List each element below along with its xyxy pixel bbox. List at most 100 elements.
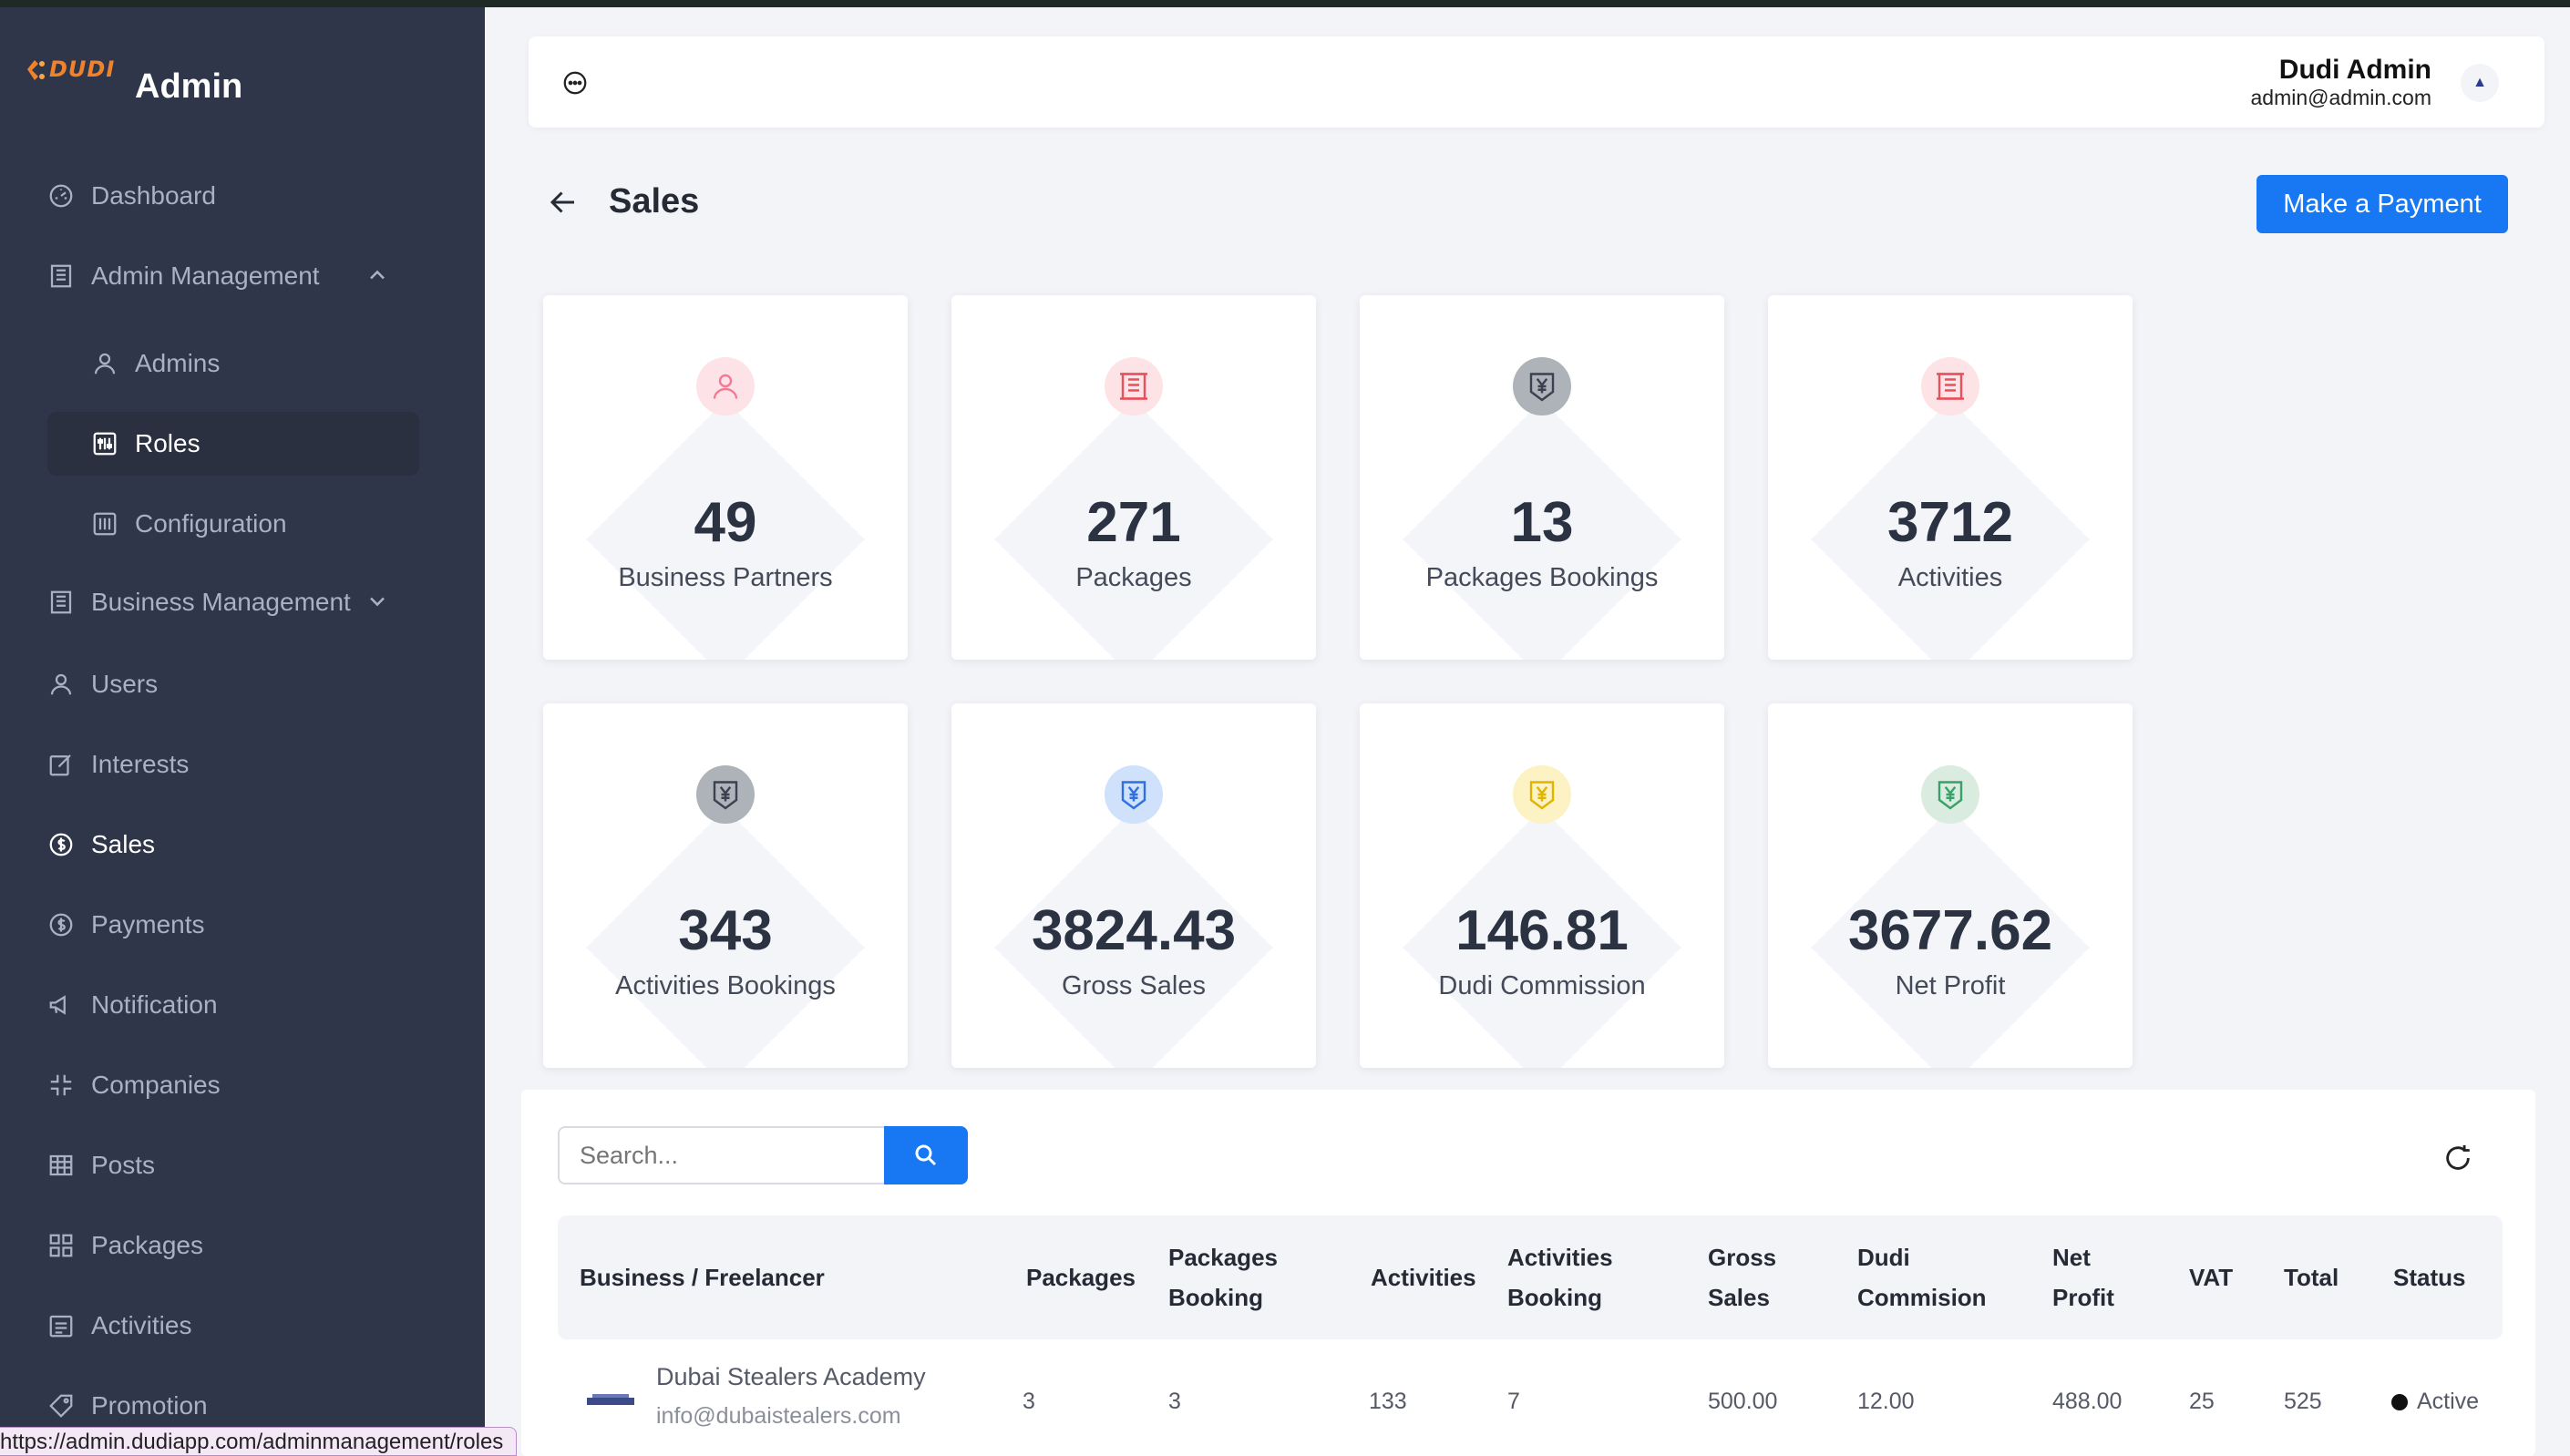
cell-dudi-commission: 12.00: [1857, 1389, 1915, 1414]
sidebar-item-label: Configuration: [135, 509, 287, 538]
dollar-circle-icon: [46, 829, 77, 860]
col-packages-booking[interactable]: Packages Booking: [1168, 1237, 1278, 1318]
status-badge: Active: [2417, 1389, 2480, 1414]
sidebar-item-packages[interactable]: Packages: [46, 1214, 203, 1277]
col-net-profit-line1: Net: [2052, 1244, 2091, 1271]
logo-text: DUDI: [49, 56, 116, 82]
chevron-down-icon[interactable]: [365, 589, 390, 614]
sidebar-item-promotion[interactable]: Promotion: [46, 1374, 208, 1438]
stat-label: Business Partners: [618, 563, 833, 592]
sidebar-item-label: Promotion: [91, 1391, 208, 1420]
col-vat[interactable]: VAT: [2189, 1264, 2234, 1291]
col-dudi-commission[interactable]: Dudi Commision: [1857, 1237, 1987, 1318]
sidebar-item-activities[interactable]: Activities: [46, 1294, 191, 1358]
stat-value: 343: [678, 899, 773, 962]
stat-label: Activities Bookings: [615, 971, 836, 1000]
col-business[interactable]: Business / Freelancer: [580, 1264, 825, 1291]
yen-shield-icon: [1513, 765, 1571, 824]
cell-activities-booking: 7: [1507, 1389, 1520, 1414]
building-icon: [1921, 357, 1979, 415]
stat-card: 343 Activities Bookings: [543, 703, 908, 1068]
stat-card: 3677.62 Net Profit: [1768, 703, 2133, 1068]
sidebar-item-interests[interactable]: Interests: [46, 733, 189, 796]
col-dudi-commission-line1: Dudi: [1857, 1244, 1910, 1271]
sidebar-item-notification[interactable]: Notification: [46, 973, 218, 1037]
app-title: Admin: [135, 67, 243, 106]
col-total[interactable]: Total: [2284, 1264, 2339, 1291]
dashboard-icon: [46, 180, 77, 211]
avatar[interactable]: ▲: [2461, 64, 2499, 102]
sidebar: DUDI Admin Dashboard Admin Management Ad…: [0, 7, 485, 1456]
search-button[interactable]: [884, 1126, 968, 1184]
sidebar-item-business-management[interactable]: Business Management: [46, 570, 351, 634]
stat-card: 49 Business Partners: [543, 295, 908, 660]
col-packages-booking-line1: Packages: [1168, 1244, 1278, 1271]
stat-value: 3824.43: [1031, 899, 1237, 962]
sidebar-item-label: Admin Management: [91, 261, 320, 290]
sidebar-item-label: Dashboard: [91, 181, 216, 210]
col-packages-booking-line2: Booking: [1168, 1284, 1263, 1311]
sidebar-item-users[interactable]: Users: [46, 652, 158, 716]
search-input[interactable]: [558, 1126, 884, 1184]
stat-card: 271 Packages: [951, 295, 1316, 660]
sales-table-panel: Business / Freelancer Packages Packages …: [521, 1090, 2535, 1456]
sidebar-item-label: Companies: [91, 1071, 221, 1099]
col-net-profit-line2: Profit: [2052, 1284, 2114, 1311]
logo-mark-icon: [27, 60, 45, 80]
chevron-up-icon[interactable]: [365, 262, 390, 288]
brand[interactable]: DUDI: [24, 53, 114, 89]
sidebar-item-sales[interactable]: Sales: [46, 813, 155, 877]
sidebar-item-configuration[interactable]: Configuration: [89, 492, 287, 556]
business-logo: [587, 1394, 634, 1405]
stat-label: Activities: [1897, 563, 2003, 592]
yen-shield-icon: [1105, 765, 1163, 824]
sidebar-item-label: Sales: [91, 830, 156, 858]
stat-card: 146.81 Dudi Commission: [1360, 703, 1724, 1068]
user-icon: [46, 669, 77, 700]
user-name: Dudi Admin: [2278, 55, 2431, 85]
stat-value: 146.81: [1455, 899, 1629, 962]
back-arrow-icon[interactable]: [547, 186, 580, 219]
col-activities-booking[interactable]: Activities Booking: [1507, 1237, 1613, 1318]
col-activities-booking-line2: Booking: [1507, 1284, 1602, 1311]
sidebar-item-payments[interactable]: Payments: [46, 893, 205, 957]
sidebar-item-posts[interactable]: Posts: [46, 1133, 155, 1197]
col-status[interactable]: Status: [2393, 1264, 2466, 1291]
edit-icon: [46, 749, 77, 780]
cell-net-profit: 488.00: [2052, 1389, 2123, 1414]
col-net-profit[interactable]: Net Profit: [2052, 1237, 2114, 1318]
col-gross-sales[interactable]: Gross Sales: [1708, 1237, 1776, 1318]
sliders-icon: [89, 508, 120, 539]
make-payment-button[interactable]: Make a Payment: [2256, 175, 2508, 233]
stat-card: 3824.43 Gross Sales: [951, 703, 1316, 1068]
sidebar-item-admin-management[interactable]: Admin Management: [46, 244, 320, 308]
stat-card: 13 Packages Bookings: [1360, 295, 1724, 660]
sidebar-item-roles[interactable]: Roles: [47, 412, 419, 476]
col-packages[interactable]: Packages: [1026, 1264, 1136, 1291]
yen-shield-icon: [1921, 765, 1979, 824]
sidebar-item-dashboard[interactable]: Dashboard: [46, 164, 216, 228]
tag-icon: [46, 1390, 77, 1421]
grid-icon: [46, 1230, 77, 1261]
col-gross-sales-line1: Gross: [1708, 1244, 1777, 1271]
page-title: Sales: [609, 182, 700, 220]
megaphone-icon: [46, 989, 77, 1020]
stat-value: 3677.62: [1847, 899, 2053, 962]
status-url: https://admin.dudiapp.com/adminmanagemen…: [0, 1427, 518, 1456]
user-email: admin@admin.com: [2250, 86, 2431, 109]
calendar-icon: [46, 1310, 77, 1341]
stat-value: 49: [694, 491, 757, 554]
stat-label: Net Profit: [1895, 971, 2006, 1000]
sidebar-item-label: Admins: [135, 349, 221, 377]
status-dot-icon: [2391, 1394, 2408, 1411]
cell-vat: 25: [2189, 1389, 2215, 1414]
sidebar-item-label: Activities: [91, 1311, 192, 1339]
refresh-icon[interactable]: [2442, 1143, 2473, 1174]
chat-icon[interactable]: [561, 69, 589, 97]
stat-value: 3712: [1887, 491, 2013, 554]
sidebar-item-companies[interactable]: Companies: [46, 1053, 221, 1117]
cell-activities: 133: [1369, 1389, 1407, 1414]
sidebar-item-admins[interactable]: Admins: [89, 332, 220, 395]
dollar-circle-icon: [46, 909, 77, 940]
col-activities[interactable]: Activities: [1371, 1264, 1476, 1291]
